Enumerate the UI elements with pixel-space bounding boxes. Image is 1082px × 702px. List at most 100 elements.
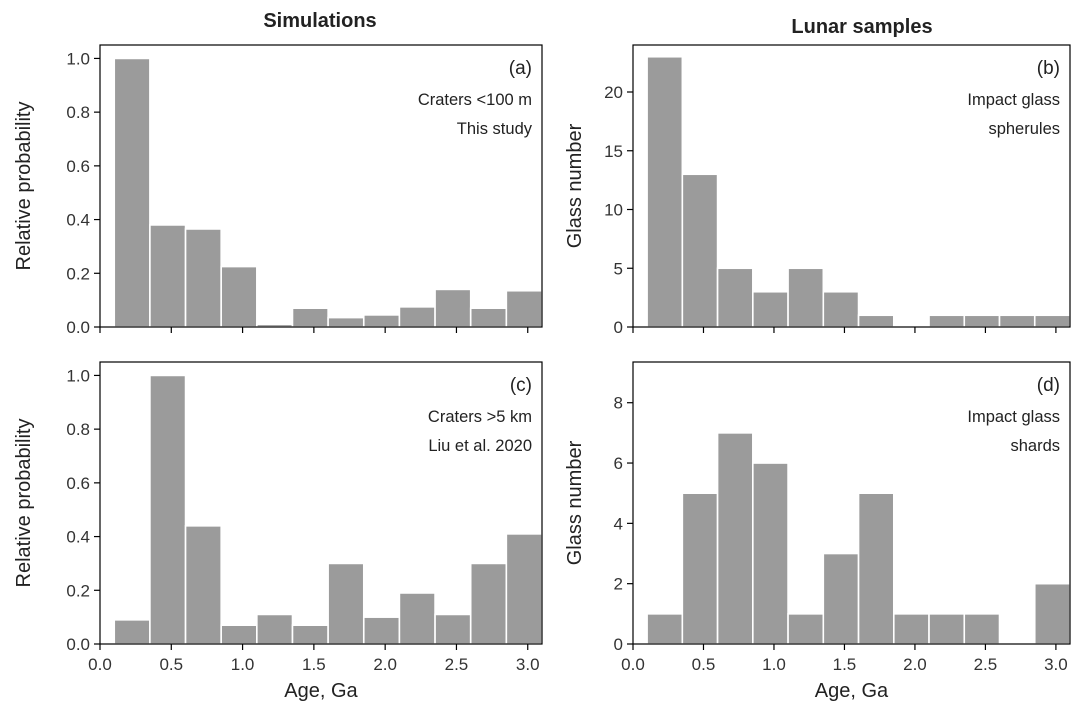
panel-b: 0 5 10 15 20 Glass number (b) Impact glass spher… [564, 44, 1071, 337]
y-tick-label: 0 [614, 635, 623, 654]
x-tick-label: 1.5 [833, 655, 857, 674]
y-tick-label: 0 [614, 318, 623, 337]
y-tick-label: 1.0 [66, 366, 90, 385]
y-tick-label: 0.6 [66, 474, 90, 493]
y-tick-label: 0.0 [66, 318, 90, 337]
panel-annotation: Impact glass [967, 408, 1060, 426]
histogram-bar [892, 613, 930, 645]
histogram-bar [149, 374, 187, 645]
histogram-bar [716, 432, 754, 645]
y-tick-label: 0.6 [66, 157, 90, 176]
plot-frame [99, 361, 543, 645]
y-tick-label: 2 [614, 575, 623, 594]
y-axis-label: Glass number [564, 440, 586, 565]
y-tick-label: 0.4 [66, 528, 90, 547]
histogram-bar [787, 613, 825, 645]
histogram-bar [857, 314, 895, 328]
x-tick-label: 0.5 [159, 655, 183, 674]
y-tick-label: 5 [614, 259, 623, 278]
panel-c: 0.0 0.5 1.0 1.5 2.0 2.5 3.0 0.0 0.2 0.4 0.6 0.8 1.0 R… [13, 361, 543, 702]
histogram-bar [256, 613, 294, 645]
y-tick-label: 0.4 [66, 211, 90, 230]
histogram-bar [998, 314, 1036, 328]
x-tick-label: 0.0 [88, 655, 112, 674]
histogram-bar [1033, 314, 1071, 328]
plot-frame [632, 44, 1071, 328]
histogram-bar [928, 613, 966, 645]
histogram-bar [646, 55, 684, 328]
y-tick-label: 0.2 [66, 264, 90, 283]
x-tick-label: 2.5 [974, 655, 998, 674]
x-tick-label: 2.0 [903, 655, 927, 674]
histogram-bar [822, 290, 860, 328]
y-tick-label: 0.2 [66, 581, 90, 600]
histogram-bar [362, 314, 401, 328]
histogram-bar [469, 307, 508, 328]
x-tick-label: 1.5 [302, 655, 326, 674]
panel-annotation: Impact glass [967, 91, 1060, 109]
column-title-simulations: Simulations [263, 10, 376, 32]
y-axis-label: Glass number [564, 123, 586, 248]
y-tick-label: 20 [604, 83, 623, 102]
histogram-bar [857, 492, 895, 645]
x-axis-label: Age, Ga [815, 680, 889, 702]
column-title-lunar-samples: Lunar samples [791, 16, 932, 38]
histogram-bar [646, 613, 684, 645]
histogram-bar [113, 619, 151, 645]
x-tick-label: 0.0 [621, 655, 645, 674]
x-tick-label: 3.0 [516, 655, 540, 674]
x-tick-label: 1.0 [231, 655, 255, 674]
histogram-bar [963, 314, 1001, 328]
histogram-bar [220, 265, 258, 328]
x-tick-label: 0.5 [692, 655, 716, 674]
histogram-bar [184, 525, 222, 645]
histogram-bar [291, 307, 329, 328]
histogram-bar [291, 624, 329, 645]
panel-annotation: This study [457, 120, 533, 138]
histogram-bar [681, 492, 719, 645]
y-axis-label: Relative probability [13, 102, 35, 271]
y-tick-label: 15 [604, 142, 623, 161]
panels-group: 0.0 0.2 0.4 0.6 0.8 1.0 Relative probability (a… [13, 44, 1071, 702]
histogram-bar [113, 57, 151, 328]
panel-a: 0.0 0.2 0.4 0.6 0.8 1.0 Relative probability (a… [13, 44, 543, 337]
x-axis-label: Age, Ga [284, 680, 358, 702]
panel-letter: (d) [1037, 375, 1060, 396]
y-axis-label: Relative probability [13, 419, 35, 588]
histogram-bar [752, 290, 789, 328]
histogram-bar [505, 533, 543, 645]
histogram-bar [220, 624, 258, 645]
histogram-bar [505, 289, 543, 328]
y-tick-label: 0.8 [66, 103, 90, 122]
histogram-bar [362, 616, 401, 645]
plot-frame [632, 361, 1071, 645]
histogram-bar [398, 592, 436, 645]
histogram-bar [184, 228, 222, 328]
panel-annotation: Craters <100 m [418, 91, 532, 109]
histogram-bar [928, 314, 966, 328]
histogram-bar [149, 224, 187, 328]
plot-frame [99, 44, 543, 328]
panel-letter: (b) [1037, 58, 1060, 79]
panel-letter: (a) [509, 58, 532, 79]
histogram-bar [327, 562, 365, 645]
histogram-bar [1033, 582, 1071, 645]
x-tick-label: 2.5 [445, 655, 469, 674]
panel-annotation: spherules [988, 120, 1060, 138]
panel-annotation: shards [1010, 437, 1060, 455]
panel-letter: (c) [510, 375, 532, 396]
histogram-bar [681, 173, 719, 328]
histogram-bar [398, 306, 436, 328]
y-tick-label: 10 [604, 201, 623, 220]
histogram-bar [469, 562, 508, 645]
histogram-bar [787, 267, 825, 328]
histogram-bar [434, 613, 472, 645]
histogram-bar [963, 613, 1001, 645]
panel-annotation: Liu et al. 2020 [428, 437, 532, 455]
histogram-bar [752, 462, 789, 645]
panel-d: 0.0 0.5 1.0 1.5 2.0 2.5 3.0 0 2 4 6 8 Glass number Ag… [564, 361, 1071, 702]
x-tick-label: 2.0 [373, 655, 397, 674]
y-tick-label: 4 [614, 514, 623, 533]
y-tick-label: 0.0 [66, 635, 90, 654]
